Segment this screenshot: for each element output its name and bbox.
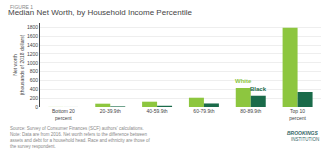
svg-text:40-59.9th: 40-59.9th	[147, 108, 168, 114]
svg-text:600: 600	[30, 77, 39, 83]
svg-text:Source: Survey of Consumer Fin: Source: Survey of Consumer Finances (SCF…	[10, 126, 144, 131]
svg-text:1800: 1800	[27, 24, 38, 30]
svg-text:80-89.9th: 80-89.9th	[240, 108, 261, 114]
svg-text:Bottom 20percent: Bottom 20percent	[52, 108, 75, 121]
svg-text:200: 200	[30, 95, 39, 101]
svg-text:1400: 1400	[27, 42, 38, 48]
svg-text:Top 10percent: Top 10percent	[289, 108, 306, 121]
svg-text:Net worth(thousands of 2018 do: Net worth(thousands of 2018 dollars)	[12, 34, 25, 95]
svg-text:BROOKINGS: BROOKINGS	[287, 130, 319, 136]
svg-text:400: 400	[30, 86, 39, 92]
svg-text:Black: Black	[250, 86, 267, 92]
svg-text:1200: 1200	[27, 51, 38, 57]
svg-text:FIGURE 1: FIGURE 1	[10, 4, 33, 10]
svg-text:20-39.9th: 20-39.9th	[100, 108, 121, 114]
svg-text:White: White	[235, 78, 252, 84]
svg-text:1600: 1600	[27, 33, 38, 39]
svg-text:60-79.9th: 60-79.9th	[193, 108, 214, 114]
svg-text:Note: Data are from 2016. Net: Note: Data are from 2016. Net worth refe…	[10, 132, 151, 149]
svg-text:0: 0	[35, 104, 38, 110]
svg-text:Median Net Worth, by Household: Median Net Worth, by Household Income Pe…	[8, 8, 192, 17]
svg-text:1000: 1000	[27, 60, 38, 66]
svg-text:INSTITUTION: INSTITUTION	[291, 137, 319, 142]
svg-text:800: 800	[30, 68, 39, 74]
